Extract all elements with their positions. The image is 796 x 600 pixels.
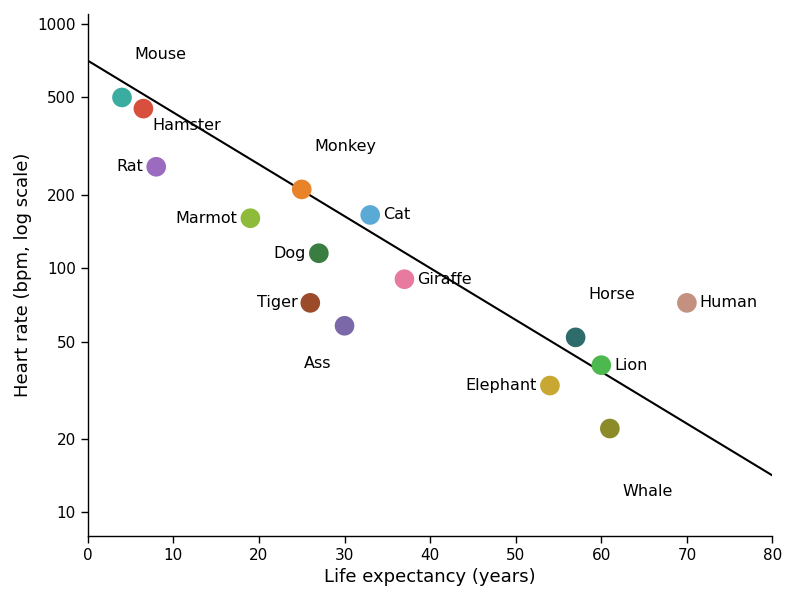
Point [681, 298, 693, 308]
Text: Human: Human [700, 295, 758, 310]
Text: Tiger: Tiger [256, 295, 298, 310]
Point [569, 332, 582, 342]
Point [304, 298, 317, 308]
Text: Elephant: Elephant [466, 378, 537, 393]
Text: Marmot: Marmot [176, 211, 237, 226]
Point [338, 321, 351, 331]
Point [603, 424, 616, 433]
Text: Giraffe: Giraffe [417, 272, 472, 287]
Text: Whale: Whale [622, 484, 673, 499]
Point [313, 248, 326, 258]
Text: Hamster: Hamster [152, 118, 220, 133]
Point [150, 162, 162, 172]
Text: Ass: Ass [304, 356, 332, 371]
Text: Mouse: Mouse [135, 47, 187, 62]
Text: Lion: Lion [615, 358, 647, 373]
X-axis label: Life expectancy (years): Life expectancy (years) [324, 568, 536, 586]
Point [398, 274, 411, 284]
Text: Horse: Horse [588, 287, 635, 302]
Point [137, 104, 150, 113]
Point [544, 381, 556, 391]
Text: Dog: Dog [274, 246, 306, 261]
Text: Rat: Rat [116, 159, 143, 174]
Text: Cat: Cat [383, 208, 410, 223]
Y-axis label: Heart rate (bpm, log scale): Heart rate (bpm, log scale) [14, 152, 32, 397]
Text: Monkey: Monkey [314, 139, 377, 154]
Point [115, 92, 128, 102]
Point [295, 185, 308, 194]
Point [364, 210, 377, 220]
Point [595, 361, 607, 370]
Point [244, 214, 257, 223]
